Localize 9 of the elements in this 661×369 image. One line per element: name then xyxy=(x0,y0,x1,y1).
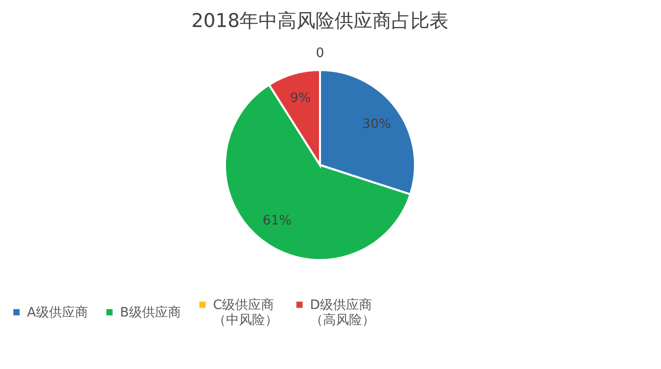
chart-title: 2018年中高风险供应商占比表 xyxy=(191,10,449,32)
legend-label: A级供应商 xyxy=(27,304,88,320)
data-label: 61% xyxy=(262,213,292,228)
data-label: 30% xyxy=(362,116,392,132)
text: 0 xyxy=(316,46,324,61)
legend-label: C级供应商（中风险） xyxy=(213,296,278,328)
legend-label: D级供应商（高风险） xyxy=(310,296,375,328)
data-label: 9% xyxy=(290,90,311,106)
legend-label: B级供应商 xyxy=(120,304,181,320)
